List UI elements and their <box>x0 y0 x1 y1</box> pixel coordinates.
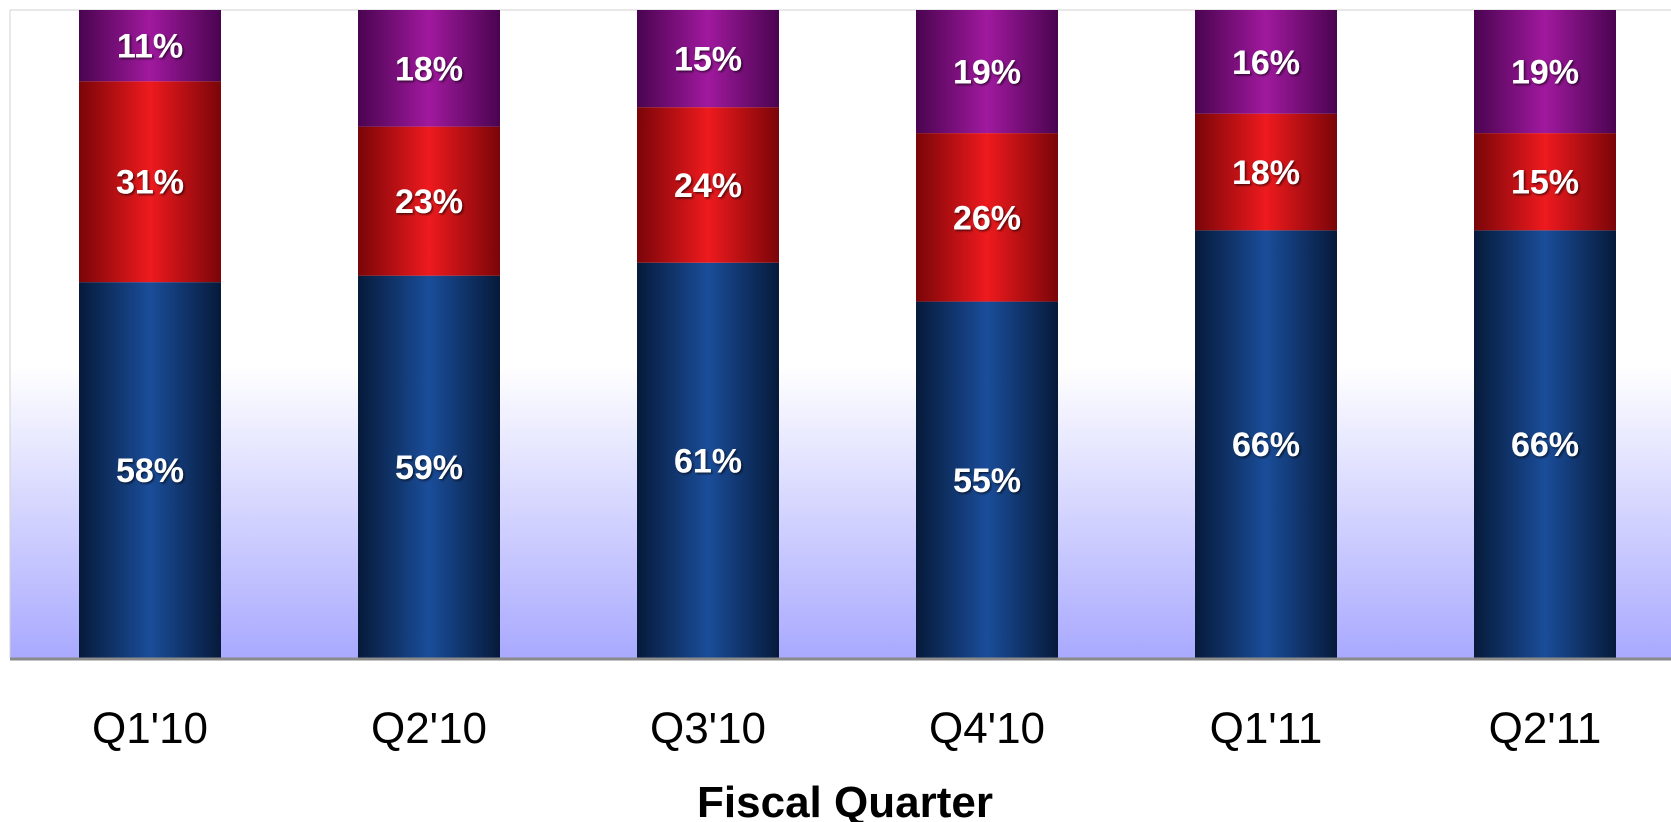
data-label-upper-6: 19% <box>1511 54 1579 92</box>
data-label-lower-3: 61% <box>674 442 742 480</box>
plot-background <box>10 10 1671 658</box>
bar-segment-middle-2 <box>358 126 500 276</box>
data-label-upper-4: 19% <box>953 54 1021 92</box>
x-axis-title: Fiscal Quarter <box>697 778 993 822</box>
data-label-lower-1: 58% <box>116 452 184 490</box>
x-tick-label-2: Q2'10 <box>371 704 487 753</box>
bar-segment-middle-3 <box>637 107 779 263</box>
data-label-upper-5: 16% <box>1232 44 1300 82</box>
bar-segment-middle-5 <box>1195 113 1337 231</box>
data-labels-group: 58% 31% 11% 59% 23% 18% 61% 24% 15% 55% 26% 19% 66% 1… <box>116 28 1579 500</box>
bar-segment-lower-3 <box>637 262 779 658</box>
bar-segment-lower-4 <box>916 301 1058 658</box>
data-label-middle-6: 15% <box>1511 164 1579 202</box>
bar-segment-upper-1 <box>79 10 221 82</box>
data-label-lower-4: 55% <box>953 462 1021 500</box>
bar-segment-upper-2 <box>358 10 500 127</box>
data-label-middle-1: 31% <box>116 164 184 202</box>
data-label-middle-4: 26% <box>953 199 1021 237</box>
data-label-upper-3: 15% <box>674 41 742 79</box>
x-tick-label-1: Q1'10 <box>92 704 208 753</box>
data-label-middle-3: 24% <box>674 167 742 205</box>
data-label-middle-5: 18% <box>1232 154 1300 192</box>
bar-segment-upper-6 <box>1474 10 1616 134</box>
data-label-lower-2: 59% <box>395 449 463 487</box>
data-label-lower-6: 66% <box>1511 426 1579 464</box>
bar-segment-middle-4 <box>916 133 1058 302</box>
x-tick-label-4: Q4'10 <box>929 704 1045 753</box>
x-tick-label-3: Q3'10 <box>650 704 766 753</box>
x-tick-label-6: Q2'11 <box>1489 704 1602 753</box>
bar-segment-upper-4 <box>916 10 1058 134</box>
data-label-lower-5: 66% <box>1232 426 1300 464</box>
bar-segment-middle-6 <box>1474 133 1616 231</box>
bar-segment-lower-2 <box>358 275 500 658</box>
data-label-upper-1: 11% <box>117 28 183 66</box>
bars-group <box>79 10 1616 658</box>
bar-segment-lower-6 <box>1474 230 1616 658</box>
bar-segment-lower-5 <box>1195 230 1337 658</box>
bar-segment-upper-5 <box>1195 10 1337 114</box>
bar-segment-middle-1 <box>79 81 221 283</box>
data-label-upper-2: 18% <box>395 50 463 88</box>
bar-segment-upper-3 <box>637 10 779 108</box>
bar-segment-lower-1 <box>79 282 221 658</box>
data-label-middle-2: 23% <box>395 183 463 221</box>
x-tick-label-5: Q1'11 <box>1210 704 1323 753</box>
x-tick-labels-group: Q1'10 Q2'10 Q3'10 Q4'10 Q1'11 Q2'11 <box>92 704 1601 753</box>
